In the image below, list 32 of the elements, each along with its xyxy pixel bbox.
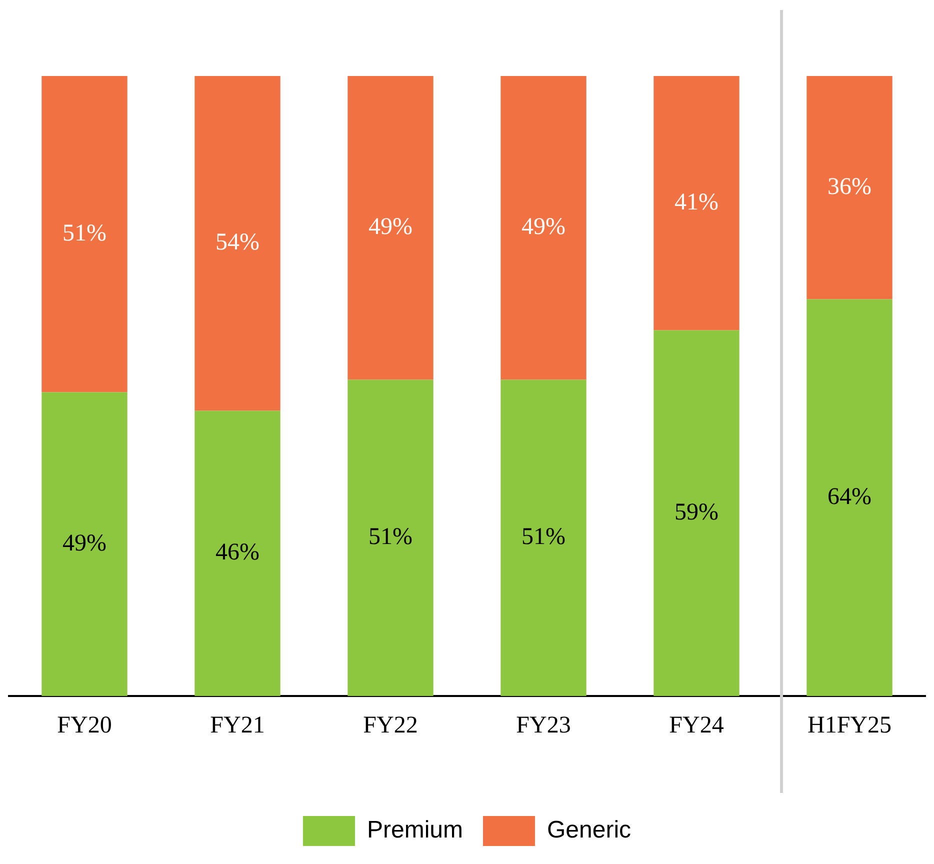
x-tick-label: FY24 xyxy=(669,712,724,739)
x-tick-label: H1FY25 xyxy=(807,712,892,739)
bar xyxy=(42,76,128,392)
bar xyxy=(348,380,434,696)
data-label: 49% xyxy=(368,214,412,240)
bar xyxy=(194,76,280,411)
data-label: 51% xyxy=(522,524,566,550)
legend-label: Generic xyxy=(546,816,632,844)
data-label: 49% xyxy=(62,530,106,556)
data-label: 54% xyxy=(216,230,260,256)
data-label: 41% xyxy=(674,189,718,216)
bar xyxy=(806,299,892,696)
bar xyxy=(500,76,586,380)
data-label: 46% xyxy=(216,540,260,566)
data-label: 49% xyxy=(522,214,566,240)
data-label: 64% xyxy=(828,484,872,510)
data-label: 36% xyxy=(828,174,872,200)
bar xyxy=(806,76,892,300)
data-label: 59% xyxy=(674,499,718,526)
bar xyxy=(194,410,280,696)
data-label: 51% xyxy=(368,524,412,550)
legend-label: Premium xyxy=(366,816,463,844)
bar xyxy=(654,76,740,330)
x-tick-label: FY21 xyxy=(210,712,265,739)
x-tick-label: FY23 xyxy=(516,712,571,739)
bar xyxy=(348,76,434,380)
bar xyxy=(500,380,586,696)
bar xyxy=(654,330,740,696)
data-label: 51% xyxy=(62,220,106,246)
x-tick-label: FY22 xyxy=(363,712,418,739)
x-tick-label: FY20 xyxy=(57,712,112,739)
bar xyxy=(42,392,128,696)
